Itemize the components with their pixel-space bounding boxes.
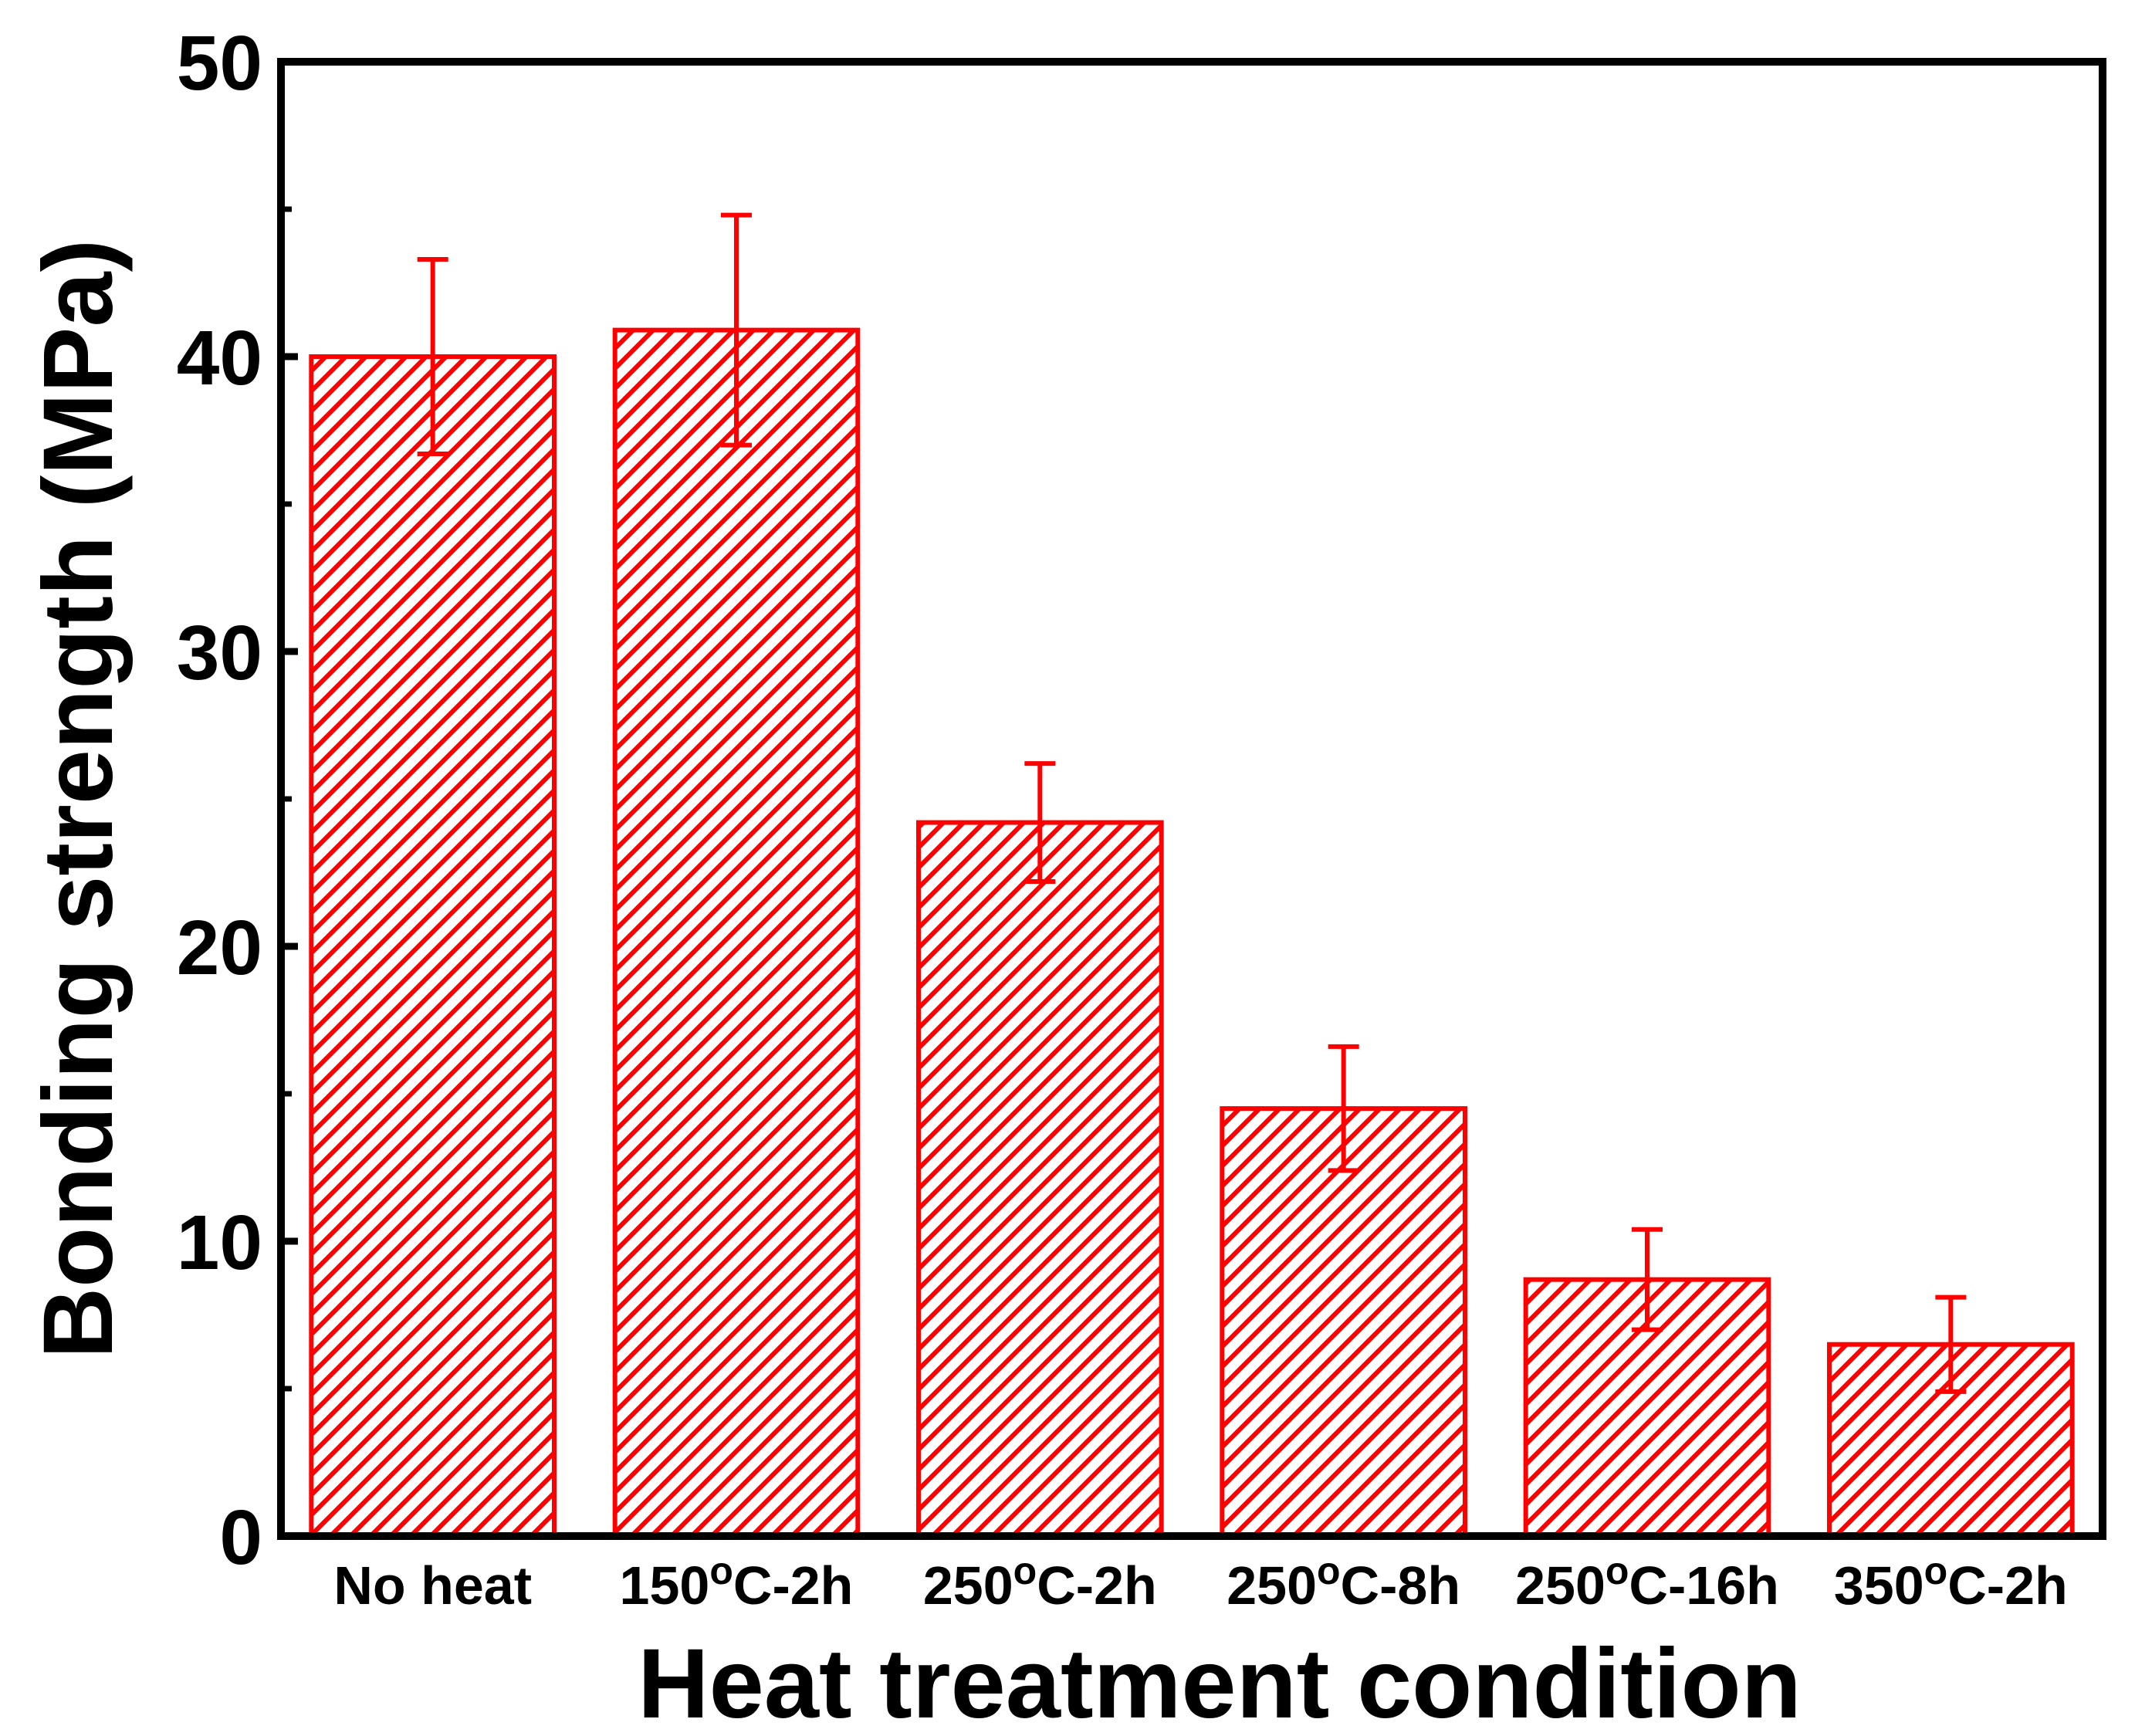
x-tick-label: 250oC-16h — [1515, 1549, 1779, 1616]
x-tick-label: 150oC-2h — [620, 1549, 854, 1616]
y-tick-label: 20 — [177, 905, 262, 991]
x-tick-label-unit: C-2h — [1947, 1555, 2068, 1616]
x-tick-label-number: 250 — [1227, 1555, 1317, 1616]
degree-symbol: o — [1924, 1549, 1948, 1592]
x-tick-label: 250oC-8h — [1227, 1549, 1460, 1616]
x-tick-label-number: 150 — [620, 1555, 710, 1616]
degree-symbol: o — [1013, 1549, 1037, 1592]
bar — [309, 354, 557, 1538]
y-tick-label: 40 — [177, 315, 262, 401]
y-tick-label: 30 — [177, 610, 262, 696]
x-tick-label-unit: C-16h — [1629, 1555, 1778, 1616]
bars-layer — [309, 327, 2075, 1539]
bar — [1220, 1106, 1468, 1538]
x-tick-label-unit: C-8h — [1341, 1555, 1461, 1616]
bar — [612, 327, 861, 1538]
x-tick-labels: No heat 150oC-2h 250oC-2h 250oC-8h 250oC-16h… — [333, 1549, 2067, 1616]
x-tick-label: 350oC-2h — [1834, 1549, 2068, 1616]
y-tick-labels: 0 10 20 30 40 50 — [177, 20, 262, 1581]
y-tick-label: 50 — [177, 20, 262, 107]
bar — [916, 820, 1164, 1539]
degree-symbol: o — [1317, 1549, 1341, 1592]
y-tick-label: 0 — [219, 1494, 262, 1581]
x-tick-label-number: 250 — [1515, 1555, 1605, 1616]
x-axis-title: Heat treatment condition — [638, 1629, 1802, 1736]
x-tick-label: 250oC-2h — [923, 1549, 1157, 1616]
x-tick-label-unit: C-2h — [733, 1555, 854, 1616]
y-ticks-layer — [281, 58, 298, 1540]
x-tick-label: No heat — [333, 1555, 532, 1616]
y-axis-title: Bonding strength (MPa) — [23, 239, 134, 1359]
y-tick-label: 10 — [177, 1200, 262, 1286]
error-bars-layer — [417, 212, 1967, 1394]
x-tick-label-number: 350 — [1834, 1555, 1924, 1616]
degree-symbol: o — [1605, 1549, 1629, 1592]
x-tick-label-number: 250 — [923, 1555, 1013, 1616]
degree-symbol: o — [709, 1549, 733, 1592]
x-tick-label-unit: C-2h — [1037, 1555, 1157, 1616]
